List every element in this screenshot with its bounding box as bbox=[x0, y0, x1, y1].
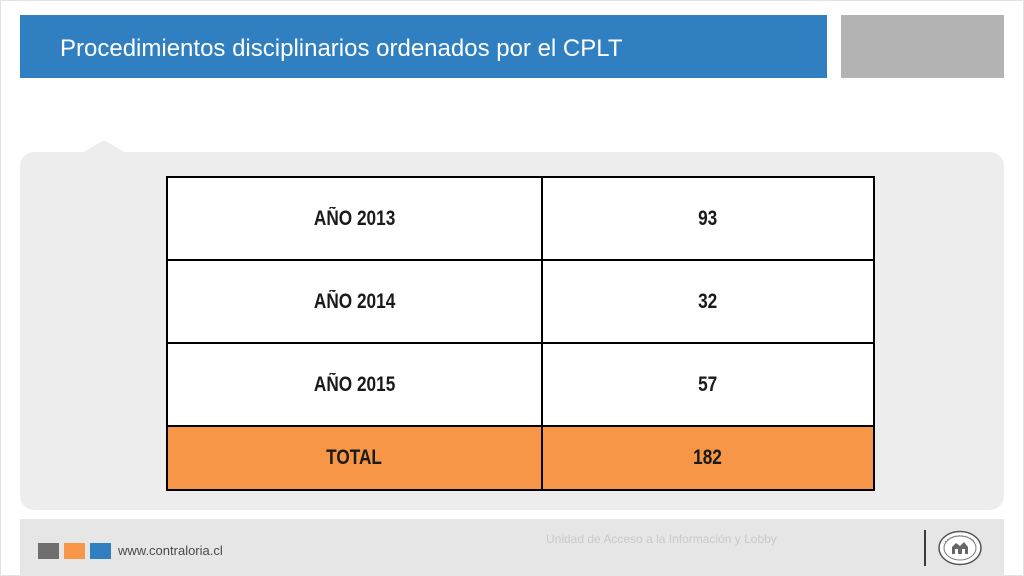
table-row: AÑO 2014 32 bbox=[166, 259, 875, 344]
year-cell: AÑO 2015 bbox=[166, 342, 543, 427]
orange-square-icon bbox=[64, 543, 85, 559]
total-label-cell: TOTAL bbox=[166, 425, 543, 491]
footer-divider bbox=[924, 530, 926, 566]
gray-square-icon bbox=[38, 543, 59, 559]
year-cell: AÑO 2014 bbox=[166, 259, 543, 344]
table-row: AÑO 2015 57 bbox=[166, 342, 875, 427]
website-link[interactable]: www.contraloria.cl bbox=[118, 543, 223, 558]
unit-label: Unidad de Acceso a la Información y Lobb… bbox=[546, 532, 777, 546]
table-row: AÑO 2013 93 bbox=[166, 176, 875, 261]
footer-bar bbox=[20, 519, 1004, 576]
blue-square-icon bbox=[90, 543, 111, 559]
corner-decoration bbox=[841, 15, 1004, 78]
total-value-cell: 182 bbox=[541, 425, 875, 491]
procedures-table: AÑO 2013 93 AÑO 2014 32 AÑO 2015 57 TOTA… bbox=[166, 176, 875, 491]
count-cell: 93 bbox=[541, 176, 875, 261]
year-cell: AÑO 2013 bbox=[166, 176, 543, 261]
title-bar: Procedimientos disciplinarios ordenados … bbox=[20, 15, 827, 78]
panel-notch bbox=[82, 140, 126, 153]
count-cell: 57 bbox=[541, 342, 875, 427]
total-row: TOTAL 182 bbox=[166, 425, 875, 491]
count-cell: 32 bbox=[541, 259, 875, 344]
slide-title: Procedimientos disciplinarios ordenados … bbox=[60, 35, 623, 62]
contraloria-seal-icon bbox=[938, 530, 982, 566]
